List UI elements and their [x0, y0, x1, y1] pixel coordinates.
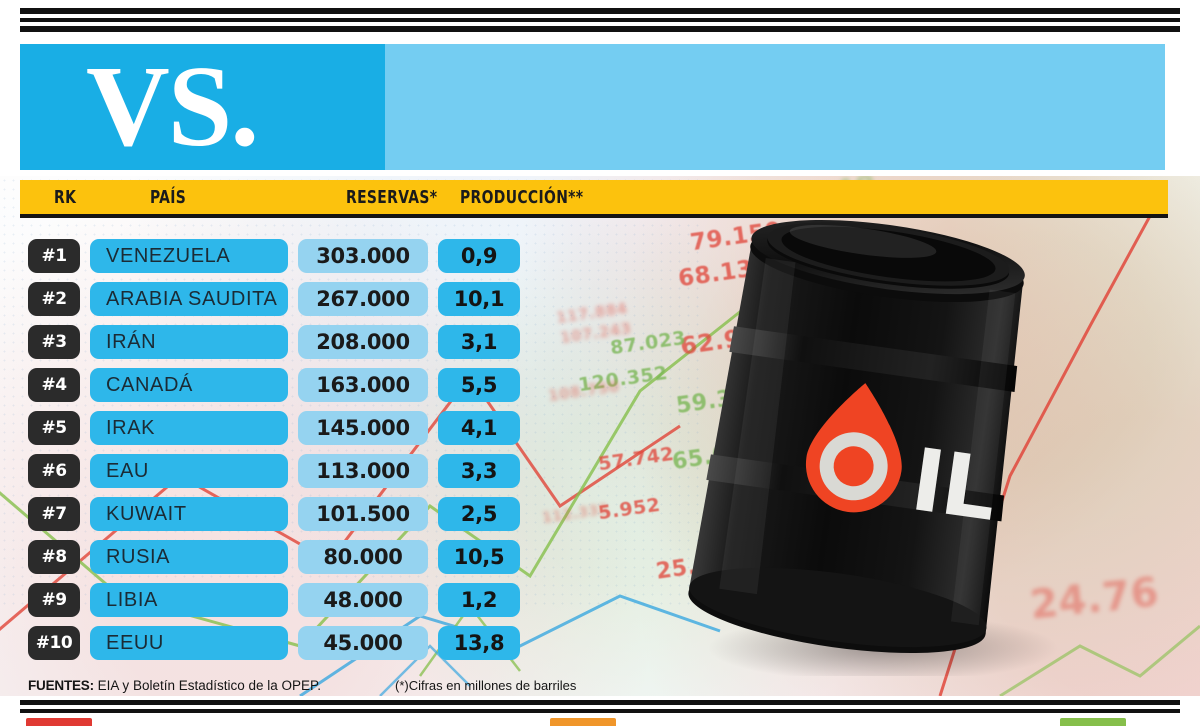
top-rule-2 — [20, 18, 1180, 22]
country-pill: IRÁN — [90, 325, 288, 359]
svg-text:IL: IL — [905, 430, 1001, 541]
top-rule-3 — [20, 26, 1180, 32]
column-header-country: PAÍS — [150, 187, 187, 208]
production-pill: 0,9 — [438, 239, 520, 273]
rank-badge: #3 — [28, 325, 80, 359]
footnote: (*)Cifras en millones de barriles — [395, 678, 577, 693]
production-pill: 2,5 — [438, 497, 520, 531]
country-pill: CANADÁ — [90, 368, 288, 402]
table-row: #7 KUWAIT 101.500 2,5 — [0, 494, 620, 537]
rank-badge: #9 — [28, 583, 80, 617]
column-header-reserves: RESERVAS* — [346, 187, 438, 208]
table-row: #4 CANADÁ 163.000 5,5 — [0, 365, 620, 408]
production-pill: 1,2 — [438, 583, 520, 617]
country-pill: IRAK — [90, 411, 288, 445]
reserves-pill: 101.500 — [298, 497, 428, 531]
production-pill: 3,1 — [438, 325, 520, 359]
rank-badge: #10 — [28, 626, 80, 660]
ranking-table: #1 VENEZUELA 303.000 0,9 #2 ARABIA SAUDITA 267… — [0, 236, 620, 666]
country-pill: LIBIA — [90, 583, 288, 617]
production-pill: 13,8 — [438, 626, 520, 660]
reserves-pill: 45.000 — [298, 626, 428, 660]
reserves-pill: 163.000 — [298, 368, 428, 402]
rank-badge: #8 — [28, 540, 80, 574]
reserves-pill: 145.000 — [298, 411, 428, 445]
header-band-dark — [20, 44, 385, 170]
production-pill: 4,1 — [438, 411, 520, 445]
table-row: #1 VENEZUELA 303.000 0,9 — [0, 236, 620, 279]
bottom-tab-orange[interactable] — [550, 718, 616, 726]
oil-barrel-illustration: IL — [668, 196, 1068, 682]
production-pill: 5,5 — [438, 368, 520, 402]
table-row: #9 LIBIA 48.000 1,2 — [0, 580, 620, 623]
rank-badge: #6 — [28, 454, 80, 488]
table-row: #6 EAU 113.000 3,3 — [0, 451, 620, 494]
table-column-header: RK PAÍS RESERVAS* PRODUCCIÓN** — [20, 180, 1168, 218]
country-pill: EAU — [90, 454, 288, 488]
country-pill: RUSIA — [90, 540, 288, 574]
column-header-production: PRODUCCIÓN** — [460, 187, 584, 208]
rank-badge: #7 — [28, 497, 80, 531]
bottom-tab-green[interactable] — [1060, 718, 1126, 726]
reserves-pill: 80.000 — [298, 540, 428, 574]
country-pill: KUWAIT — [90, 497, 288, 531]
bottom-tab-red[interactable] — [26, 718, 92, 726]
production-pill: 10,1 — [438, 282, 520, 316]
table-row: #3 IRÁN 208.000 3,1 — [0, 322, 620, 365]
reserves-pill: 303.000 — [298, 239, 428, 273]
reserves-pill: 113.000 — [298, 454, 428, 488]
sources-line: FUENTES: EIA y Boletín Estadístico de la… — [28, 678, 1028, 698]
reserves-pill: 48.000 — [298, 583, 428, 617]
sources-text: EIA y Boletín Estadístico de la OPEP. — [97, 678, 322, 693]
rank-badge: #1 — [28, 239, 80, 273]
rank-badge: #2 — [28, 282, 80, 316]
production-pill: 3,3 — [438, 454, 520, 488]
country-pill: ARABIA SAUDITA — [90, 282, 288, 316]
table-row: #10 EEUU 45.000 13,8 — [0, 623, 620, 666]
bottom-rule-1 — [20, 700, 1180, 705]
rank-badge: #5 — [28, 411, 80, 445]
top-rule-1 — [20, 8, 1180, 14]
production-pill: 10,5 — [438, 540, 520, 574]
column-header-rank: RK — [54, 187, 77, 208]
sources-label: FUENTES: — [28, 678, 94, 693]
country-pill: VENEZUELA — [90, 239, 288, 273]
bottom-rule-2 — [20, 709, 1180, 713]
rank-badge: #4 — [28, 368, 80, 402]
reserves-pill: 208.000 — [298, 325, 428, 359]
reserves-pill: 267.000 — [298, 282, 428, 316]
country-pill: EEUU — [90, 626, 288, 660]
table-row: #8 RUSIA 80.000 10,5 — [0, 537, 620, 580]
table-row: #5 IRAK 145.000 4,1 — [0, 408, 620, 451]
page-title: VS. — [86, 43, 259, 171]
table-row: #2 ARABIA SAUDITA 267.000 10,1 — [0, 279, 620, 322]
